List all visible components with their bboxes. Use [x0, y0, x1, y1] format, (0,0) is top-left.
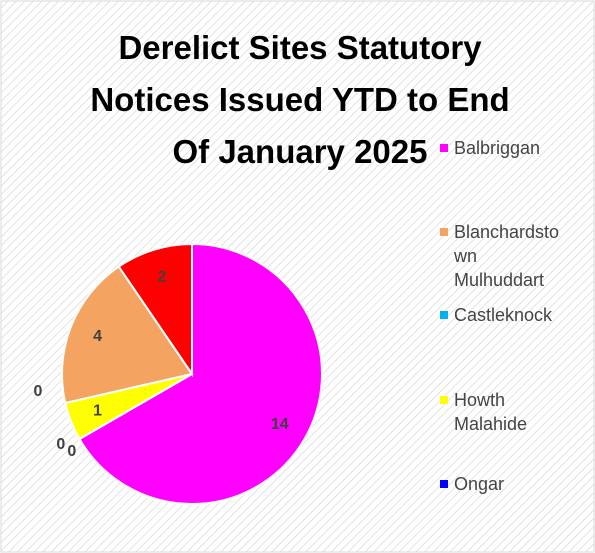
pie-slice — [78, 242, 323, 505]
legend-item: Blanchardstown Mulhuddart — [440, 220, 570, 292]
legend-swatch — [440, 396, 448, 404]
pie-slice — [117, 242, 193, 378]
chart-title: Derelict Sites Statutory Notices Issued … — [90, 29, 510, 170]
data-label: 14 — [271, 416, 289, 433]
legend-item: Howth Malahide — [440, 388, 570, 436]
legend-swatch — [440, 480, 448, 488]
data-label: 0 — [34, 383, 43, 400]
legend-item: Castleknock — [440, 303, 570, 327]
data-label: 1 — [93, 402, 102, 419]
legend-swatch — [440, 228, 448, 236]
data-label: 4 — [93, 328, 102, 345]
legend-swatch — [440, 311, 448, 319]
legend-swatch — [440, 144, 448, 152]
data-label: 0 — [67, 443, 76, 460]
data-label: 0 — [56, 436, 65, 453]
data-label: 2 — [158, 268, 167, 285]
legend-item: Balbriggan — [440, 136, 570, 160]
pie-slice — [61, 265, 194, 405]
legend-item: Ongar — [440, 472, 570, 496]
